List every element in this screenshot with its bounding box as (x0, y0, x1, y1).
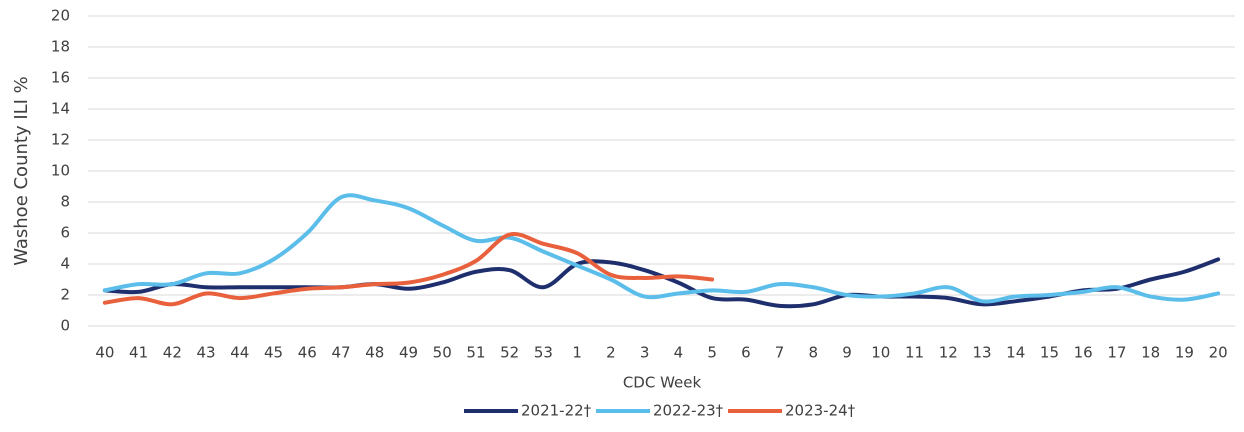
y-tick-label: 0 (60, 317, 70, 335)
x-tick-label: 44 (230, 344, 249, 362)
x-tick-label: 16 (1074, 344, 1093, 362)
y-tick-label: 4 (60, 255, 70, 273)
x-tick-label: 10 (871, 344, 890, 362)
x-tick-label: 11 (905, 344, 924, 362)
x-tick-label: 42 (163, 344, 182, 362)
legend-label: 2022-23† (653, 402, 724, 420)
x-tick-label: 20 (1209, 344, 1228, 362)
x-tick-label: 15 (1040, 344, 1059, 362)
x-tick-label: 6 (741, 344, 751, 362)
x-tick-label: 19 (1175, 344, 1194, 362)
series-line (102, 232, 715, 307)
x-tick-label: 43 (197, 344, 216, 362)
x-tick-label: 5 (707, 344, 717, 362)
x-tick-label: 8 (809, 344, 819, 362)
x-tick-label: 47 (331, 344, 350, 362)
x-tick-label: 4 (674, 344, 684, 362)
x-tick-label: 9 (842, 344, 852, 362)
x-tick-label: 45 (264, 344, 283, 362)
x-tick-label: 41 (129, 344, 148, 362)
y-tick-label: 12 (51, 131, 70, 149)
x-tick-label: 49 (399, 344, 418, 362)
y-tick-label: 6 (60, 224, 70, 242)
x-tick-label: 17 (1107, 344, 1126, 362)
y-tick-label: 14 (51, 100, 70, 118)
x-tick-label: 40 (95, 344, 114, 362)
x-tick-label: 52 (500, 344, 519, 362)
x-tick-label: 7 (775, 344, 785, 362)
y-tick-label: 8 (60, 193, 70, 211)
x-tick-label: 12 (939, 344, 958, 362)
series-line (102, 257, 1221, 309)
x-tick-label: 2 (606, 344, 616, 362)
y-tick-label: 16 (51, 69, 70, 87)
y-tick-label: 20 (51, 7, 70, 25)
y-tick-label: 2 (60, 286, 70, 304)
y-axis-label: Washoe County ILI % (11, 76, 32, 266)
x-tick-label: 48 (365, 344, 384, 362)
x-tick-label: 3 (640, 344, 650, 362)
x-axis-label: CDC Week (623, 374, 702, 392)
series-line (102, 193, 1221, 304)
x-tick-label: 53 (534, 344, 553, 362)
y-tick-label: 10 (51, 162, 70, 180)
x-tick-label: 18 (1141, 344, 1160, 362)
legend-label: 2021-22† (521, 402, 592, 420)
x-tick-label: 51 (466, 344, 485, 362)
x-tick-label: 1 (572, 344, 582, 362)
legend-label: 2023-24† (785, 402, 856, 420)
y-tick-label: 18 (51, 38, 70, 56)
x-tick-label: 46 (298, 344, 317, 362)
x-tick-label: 50 (433, 344, 452, 362)
x-tick-label: 14 (1006, 344, 1025, 362)
x-tick-label: 13 (972, 344, 991, 362)
